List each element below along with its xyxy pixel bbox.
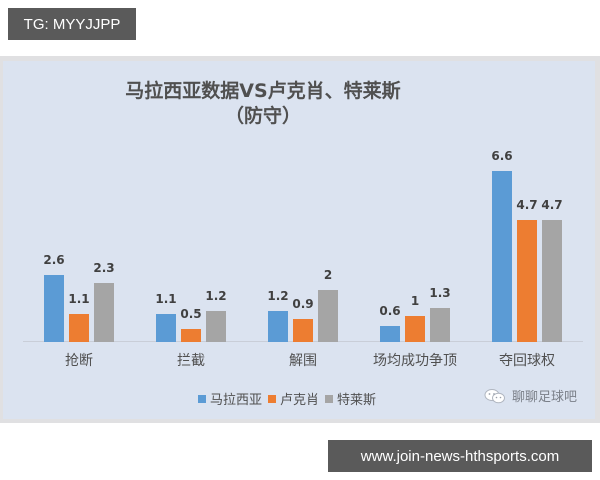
bar xyxy=(492,171,512,342)
legend-swatch-icon xyxy=(198,394,206,403)
data-label: 1 xyxy=(410,294,420,308)
category-label: 拦截 xyxy=(177,353,205,369)
data-label: 2.3 xyxy=(93,261,115,275)
chart-subtitle: （防守） xyxy=(224,105,301,127)
bar xyxy=(206,311,226,342)
legend: 马拉西亚 卢克肖 特莱斯 xyxy=(198,389,382,408)
category-label: 夺回球权 xyxy=(499,353,555,369)
data-label: 1.3 xyxy=(429,286,451,300)
bar-group: 0.6 1 1.3 xyxy=(359,161,471,342)
bar xyxy=(293,319,313,342)
category-label: 解围 xyxy=(289,353,317,369)
category-label: 抢断 xyxy=(65,353,93,369)
chart-area: 马拉西亚数据VS卢克肖、特莱斯 （防守） 2.6 1.1 2.3 1.1 0.5 1.2 1… xyxy=(3,61,595,419)
bar-group: 6.6 4.7 4.7 xyxy=(471,149,583,342)
bar-group: 1.2 0.9 2 xyxy=(247,161,359,342)
data-label: 1.1 xyxy=(155,292,177,306)
chart-title-main: 马拉西亚数据VS卢克肖、特莱斯 xyxy=(125,80,401,102)
source-tag-text: 聊聊足球吧 xyxy=(512,390,578,405)
watermark-top: TG: MYYJJPP xyxy=(8,8,136,40)
data-label: 0.6 xyxy=(379,304,401,318)
bar xyxy=(69,314,89,342)
data-label: 1.2 xyxy=(205,289,227,303)
bar xyxy=(430,308,450,342)
wechat-icon xyxy=(484,388,505,403)
data-label: 4.7 xyxy=(516,198,538,212)
bar xyxy=(181,329,201,342)
data-label: 0.9 xyxy=(292,297,314,311)
bar xyxy=(44,275,64,342)
legend-item: 卢克肖 xyxy=(268,389,319,408)
data-label: 4.7 xyxy=(541,198,563,212)
watermark-bottom: www.join-news-hthsports.com xyxy=(328,440,592,472)
source-tag: 聊聊足球吧 xyxy=(484,386,577,405)
legend-item: 特莱斯 xyxy=(325,389,376,408)
data-label: 1.2 xyxy=(267,289,289,303)
bar-group: 1.1 0.5 1.2 xyxy=(135,161,247,342)
legend-item: 马拉西亚 xyxy=(198,389,262,408)
data-label: 2 xyxy=(323,268,333,282)
data-label: 0.5 xyxy=(180,307,202,321)
bar xyxy=(268,311,288,342)
legend-label: 特莱斯 xyxy=(337,393,377,408)
chart-title: 马拉西亚数据VS卢克肖、特莱斯 （防守） xyxy=(3,79,523,129)
legend-label: 卢克肖 xyxy=(280,393,320,408)
bar xyxy=(156,314,176,342)
bar xyxy=(542,220,562,342)
plot-area: 2.6 1.1 2.3 1.1 0.5 1.2 1.2 0.9 2 0.6 1 1.3 6.6 4.7 4.… xyxy=(23,149,583,342)
legend-swatch-icon xyxy=(325,394,334,403)
legend-swatch-icon xyxy=(268,394,277,403)
bar xyxy=(318,290,338,342)
category-label: 场均成功争顶 xyxy=(373,353,457,369)
legend-label: 马拉西亚 xyxy=(210,393,263,408)
data-label: 2.6 xyxy=(43,253,65,267)
bar xyxy=(94,283,114,342)
bar-group: 2.6 1.1 2.3 xyxy=(23,161,135,342)
bar xyxy=(380,326,400,342)
bar xyxy=(405,316,425,342)
chart-frame: 马拉西亚数据VS卢克肖、特莱斯 （防守） 2.6 1.1 2.3 1.1 0.5 1.2 1… xyxy=(0,56,600,423)
bar xyxy=(517,220,537,342)
data-label: 1.1 xyxy=(68,292,90,306)
data-label: 6.6 xyxy=(491,149,513,163)
